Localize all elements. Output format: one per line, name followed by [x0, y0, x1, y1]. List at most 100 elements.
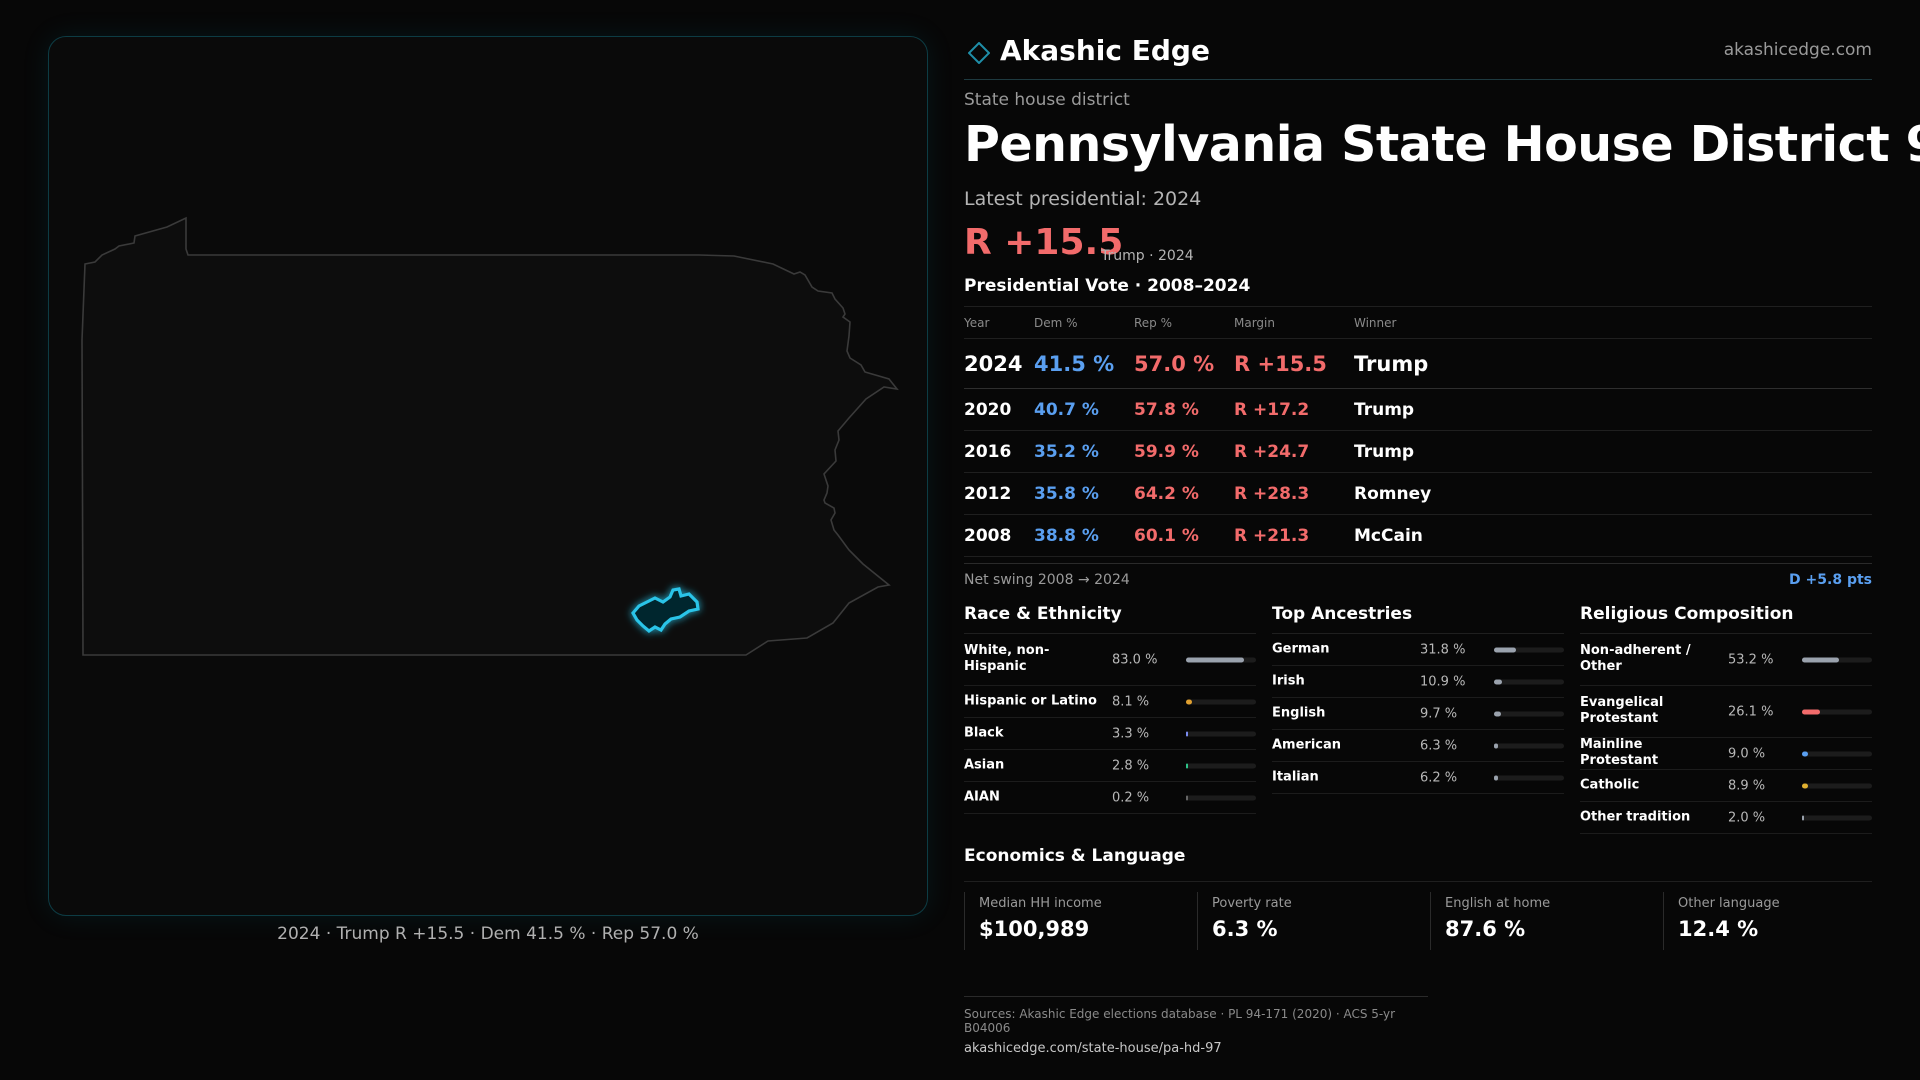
- item-value: 6.2 %: [1420, 770, 1458, 785]
- row-dem: 38.8 %: [1034, 525, 1099, 546]
- row-winner: Trump: [1354, 351, 1429, 376]
- list-item: AIAN 0.2 %: [964, 782, 1256, 814]
- item-bar-fill: [1802, 815, 1804, 820]
- item-label: Mainline Protestant: [1580, 736, 1659, 769]
- ancestries-title: Top Ancestries: [1272, 602, 1564, 634]
- item-label: Evangelical Protestant: [1580, 694, 1664, 727]
- table-header: Year Dem % Rep % Margin Winner: [964, 307, 1872, 339]
- item-bar: [1494, 711, 1564, 716]
- net-swing: Net swing 2008 → 2024 D +5.8 pts: [964, 563, 1872, 593]
- list-item: Non-adherent / Other 53.2 %: [1580, 634, 1872, 686]
- item-label: Black: [964, 725, 1004, 741]
- item-bar-fill: [1186, 657, 1245, 662]
- econ-card: Other language 12.4 %: [1663, 892, 1871, 950]
- item-label: Irish: [1272, 673, 1305, 689]
- list-item: English 9.7 %: [1272, 698, 1564, 730]
- district-97-shape[interactable]: [631, 587, 700, 633]
- sources-url[interactable]: akashicedge.com/state-house/pa-hd-97: [964, 1041, 1222, 1056]
- district-map[interactable]: [49, 37, 928, 916]
- item-label: Hispanic or Latino: [964, 693, 1097, 709]
- row-rep: 59.9 %: [1134, 441, 1199, 462]
- list-item: Irish 10.9 %: [1272, 666, 1564, 698]
- row-rep: 57.0 %: [1134, 351, 1215, 376]
- item-value: 26.1 %: [1728, 704, 1774, 719]
- item-bar-fill: [1494, 679, 1502, 684]
- item-bar: [1494, 679, 1564, 684]
- sources-text: Sources: Akashic Edge elections database…: [964, 1007, 1396, 1035]
- item-bar: [1802, 657, 1872, 662]
- item-bar-fill: [1186, 731, 1189, 736]
- econ-card: Poverty rate 6.3 %: [1197, 892, 1405, 950]
- list-item: Mainline Protestant 9.0 %: [1580, 736, 1872, 770]
- map-panel[interactable]: [48, 36, 928, 916]
- item-bar: [1802, 815, 1872, 820]
- item-label: White, non-Hispanic: [964, 642, 1050, 675]
- item-bar: [1494, 743, 1564, 748]
- item-label: English: [1272, 705, 1326, 721]
- item-value: 0.2 %: [1112, 790, 1150, 805]
- pennsylvania-outline: [81, 216, 899, 656]
- row-margin: R +15.5: [1234, 351, 1327, 376]
- row-margin: R +17.2: [1234, 399, 1310, 420]
- row-dem: 41.5 %: [1034, 351, 1115, 376]
- item-value: 53.2 %: [1728, 652, 1774, 667]
- row-year: 2024: [964, 351, 1023, 376]
- econ-value: 6.3 %: [1212, 917, 1278, 941]
- list-item: Other tradition 2.0 %: [1580, 802, 1872, 834]
- list-item: Hispanic or Latino 8.1 %: [964, 686, 1256, 718]
- net-swing-value: D +5.8 pts: [1789, 572, 1872, 588]
- econ-card: Median HH income $100,989: [964, 892, 1172, 950]
- item-value: 31.8 %: [1420, 642, 1466, 657]
- item-bar: [1802, 751, 1872, 756]
- row-dem: 35.8 %: [1034, 483, 1099, 504]
- brand-name[interactable]: Akashic Edge: [1000, 34, 1210, 67]
- item-label: Other tradition: [1580, 809, 1691, 825]
- row-rep: 64.2 %: [1134, 483, 1199, 504]
- econ-value: $100,989: [979, 917, 1090, 941]
- econ-label: English at home: [1445, 896, 1551, 911]
- item-label: American: [1272, 737, 1342, 753]
- table-row: 2024 41.5 % 57.0 % R +15.5 Trump: [964, 339, 1872, 389]
- item-bar-fill: [1802, 709, 1821, 714]
- list-item: Black 3.3 %: [964, 718, 1256, 750]
- row-winner: McCain: [1354, 525, 1423, 546]
- table-row: 2012 35.8 % 64.2 % R +28.3 Romney: [964, 473, 1872, 515]
- row-margin: R +21.3: [1234, 525, 1310, 546]
- row-winner: Romney: [1354, 483, 1432, 504]
- row-margin: R +24.7: [1234, 441, 1310, 462]
- item-label: Catholic: [1580, 777, 1640, 793]
- row-rep: 60.1 %: [1134, 525, 1199, 546]
- district-profile: Akashic Edge akashicedge.com State house…: [964, 34, 1920, 1056]
- item-bar: [1494, 647, 1564, 652]
- econ-card: English at home 87.6 %: [1430, 892, 1638, 950]
- race-ethnicity-panel: Race & Ethnicity White, non-Hispanic 83.…: [964, 602, 1256, 814]
- item-value: 2.0 %: [1728, 810, 1766, 825]
- item-bar: [1186, 795, 1256, 800]
- item-bar-fill: [1494, 647, 1517, 652]
- table-row: 2016 35.2 % 59.9 % R +24.7 Trump: [964, 431, 1872, 473]
- item-value: 6.3 %: [1420, 738, 1458, 753]
- row-dem: 40.7 %: [1034, 399, 1099, 420]
- latest-presidential-label: Latest presidential: 2024: [964, 188, 1202, 210]
- item-bar: [1802, 783, 1872, 788]
- brand-url[interactable]: akashicedge.com: [1723, 40, 1872, 60]
- economics-title: Economics & Language: [964, 846, 1872, 882]
- econ-value: 12.4 %: [1678, 917, 1759, 941]
- item-label: AIAN: [964, 789, 1000, 805]
- item-label: Italian: [1272, 769, 1319, 785]
- list-item: Evangelical Protestant 26.1 %: [1580, 686, 1872, 738]
- item-bar: [1186, 763, 1256, 768]
- site-header: Akashic Edge akashicedge.com: [964, 34, 1872, 80]
- row-year: 2016: [964, 441, 1012, 462]
- item-value: 8.1 %: [1112, 694, 1150, 709]
- item-bar-fill: [1186, 699, 1192, 704]
- item-value: 3.3 %: [1112, 726, 1150, 741]
- map-caption: 2024 · Trump R +15.5 · Dem 41.5 % · Rep …: [277, 924, 699, 944]
- item-value: 9.0 %: [1728, 746, 1766, 761]
- district-type: State house district: [964, 90, 1130, 110]
- econ-value: 87.6 %: [1445, 917, 1526, 941]
- item-bar: [1802, 709, 1872, 714]
- presidential-vote-table: Year Dem % Rep % Margin Winner 2024 41.5…: [964, 306, 1872, 557]
- list-item: Italian 6.2 %: [1272, 762, 1564, 794]
- latest-margin-sub: Trump · 2024: [1101, 248, 1194, 264]
